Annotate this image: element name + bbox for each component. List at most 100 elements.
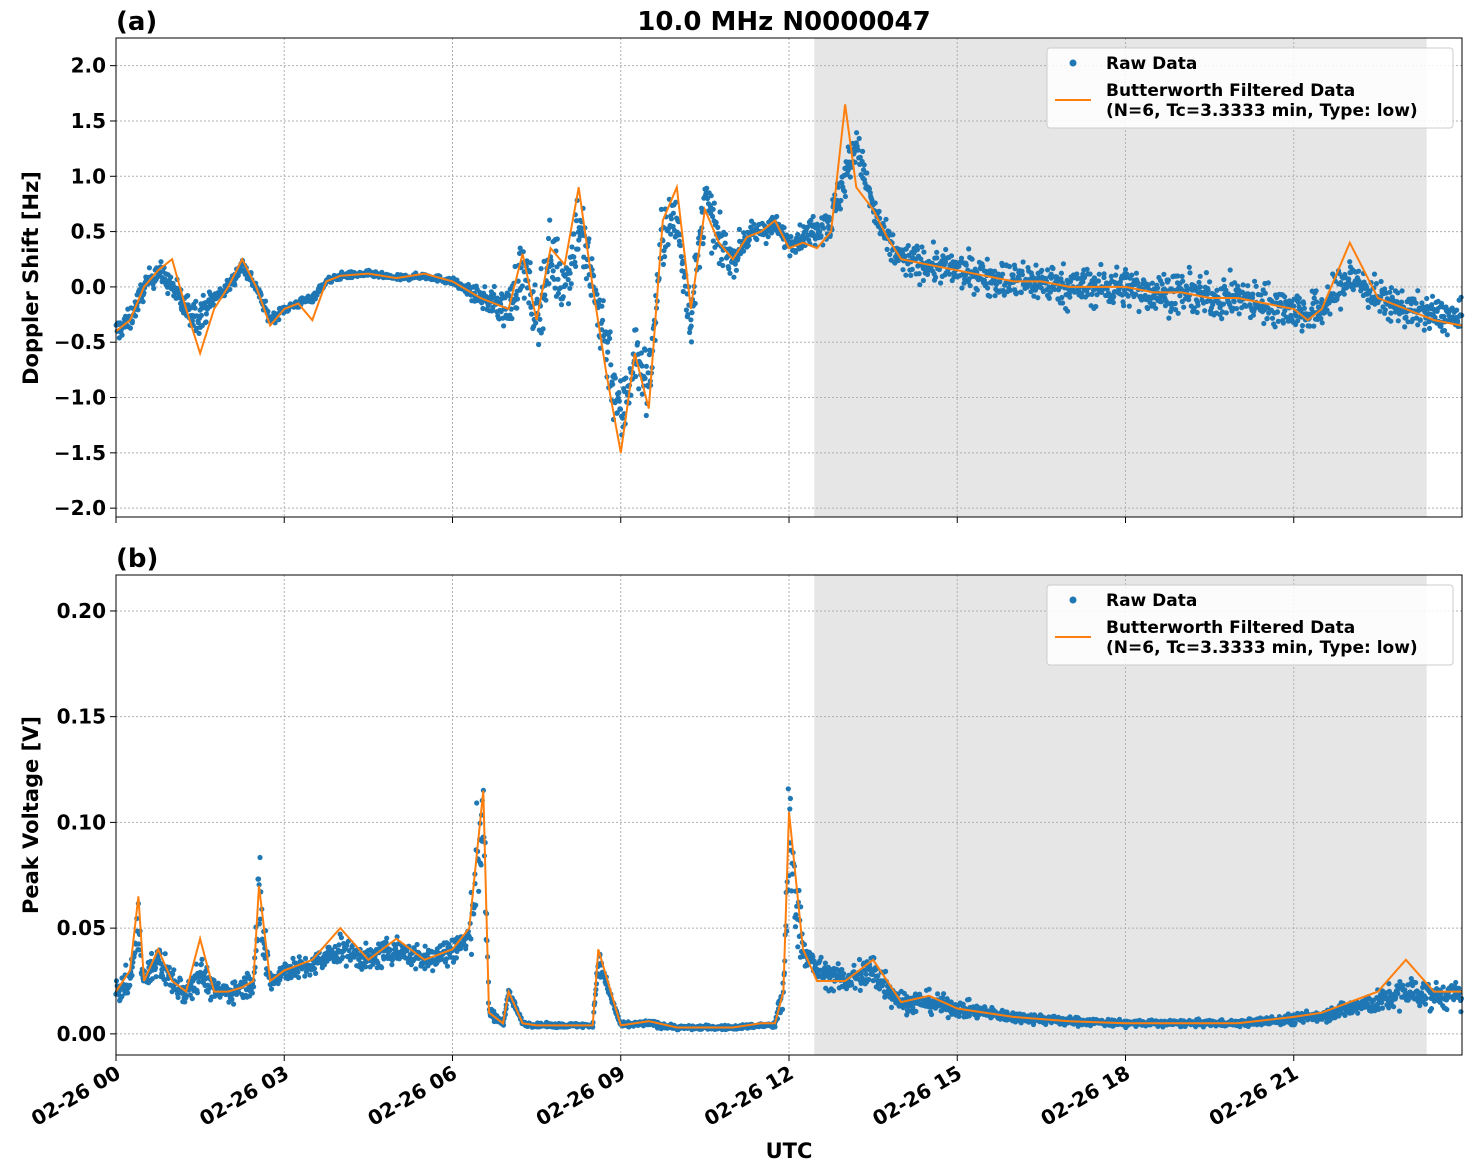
- raw-data-point: [163, 981, 169, 987]
- raw-data-point: [1108, 273, 1114, 279]
- raw-data-point: [1001, 292, 1007, 298]
- raw-data-point: [723, 231, 729, 237]
- raw-data-point: [1197, 284, 1203, 290]
- raw-data-point: [1282, 308, 1288, 314]
- raw-data-point: [1236, 311, 1242, 317]
- raw-data-point: [822, 960, 829, 966]
- y-tick-label: 0.5: [71, 220, 106, 244]
- raw-data-point: [668, 216, 675, 222]
- raw-data-point: [529, 311, 535, 317]
- raw-data-point: [620, 415, 626, 421]
- y-tick-label: 0.0: [71, 275, 106, 299]
- raw-data-point: [719, 256, 725, 262]
- raw-data-point: [643, 363, 650, 369]
- raw-data-point: [1272, 324, 1278, 330]
- raw-data-point: [792, 924, 799, 930]
- raw-data-point: [1018, 289, 1024, 296]
- raw-data-point: [565, 277, 571, 283]
- raw-data-point: [948, 253, 955, 259]
- raw-data-point: [1010, 272, 1016, 278]
- raw-data-point: [571, 231, 577, 237]
- raw-data-point: [678, 254, 685, 260]
- raw-data-point: [920, 277, 927, 284]
- panel-a-y-ticks: −2.0−1.5−1.0−0.50.00.51.01.52.0: [54, 54, 116, 520]
- raw-data-point: [983, 281, 989, 287]
- raw-data-point: [1311, 295, 1317, 301]
- raw-data-point: [710, 213, 716, 220]
- raw-data-point: [934, 249, 940, 255]
- raw-data-point: [491, 291, 497, 297]
- raw-data-point: [588, 292, 594, 298]
- raw-data-point: [171, 967, 177, 973]
- raw-data-point: [600, 298, 606, 304]
- raw-data-point: [700, 234, 707, 241]
- raw-data-point: [1121, 287, 1128, 294]
- raw-data-point: [1202, 308, 1208, 314]
- raw-data-point: [1126, 303, 1132, 309]
- raw-data-point: [1014, 290, 1020, 296]
- raw-data-point: [1449, 305, 1455, 311]
- raw-data-point: [1240, 282, 1246, 288]
- raw-data-point: [1399, 288, 1405, 294]
- raw-data-point: [1307, 323, 1313, 329]
- raw-data-point: [765, 234, 771, 240]
- raw-data-point: [913, 1008, 919, 1015]
- panel-a-legend-raw-marker: [1069, 59, 1077, 67]
- raw-data-point: [1135, 280, 1141, 286]
- raw-data-point: [468, 951, 475, 958]
- raw-data-point: [414, 941, 420, 948]
- y-tick-label: −1.5: [54, 441, 106, 465]
- raw-data-point: [1377, 308, 1383, 314]
- raw-data-point: [857, 987, 863, 994]
- raw-data-point: [934, 255, 940, 261]
- raw-data-point: [985, 285, 991, 291]
- raw-data-point: [821, 225, 827, 231]
- raw-data-point: [1325, 284, 1331, 290]
- raw-data-point: [916, 271, 922, 277]
- raw-data-point: [586, 236, 592, 242]
- raw-data-point: [1413, 300, 1419, 306]
- raw-data-point: [162, 276, 168, 282]
- raw-data-point: [845, 167, 851, 173]
- raw-data-point: [549, 262, 555, 268]
- raw-data-point: [715, 224, 721, 230]
- raw-data-point: [1125, 293, 1131, 299]
- raw-data-point: [689, 310, 695, 316]
- raw-data-point: [1296, 295, 1302, 301]
- raw-data-point: [1058, 270, 1064, 276]
- raw-data-point: [720, 262, 726, 269]
- raw-data-point: [1033, 262, 1039, 268]
- raw-data-point: [1223, 310, 1229, 316]
- raw-data-point: [966, 996, 972, 1003]
- raw-data-point: [192, 305, 198, 311]
- raw-data-point: [548, 257, 554, 263]
- raw-data-point: [1311, 323, 1317, 329]
- raw-data-point: [1371, 271, 1378, 277]
- raw-data-point: [555, 290, 562, 296]
- raw-data-point: [933, 274, 939, 280]
- raw-data-point: [943, 246, 949, 253]
- raw-data-point: [514, 305, 520, 311]
- raw-data-point: [1129, 272, 1135, 278]
- chart-title: 10.0 MHz N0000047: [637, 7, 930, 37]
- raw-data-point: [908, 272, 914, 278]
- raw-data-point: [914, 247, 921, 253]
- raw-data-point: [199, 956, 205, 963]
- raw-data-point: [851, 962, 857, 968]
- raw-data-point: [795, 944, 801, 950]
- raw-data-point: [517, 245, 523, 251]
- raw-data-point: [1338, 306, 1344, 312]
- raw-data-point: [140, 299, 146, 305]
- raw-data-point: [1180, 278, 1186, 284]
- raw-data-point: [571, 254, 577, 260]
- raw-data-point: [971, 291, 977, 297]
- raw-data-point: [1301, 301, 1307, 307]
- raw-data-point: [646, 352, 653, 358]
- raw-data-point: [521, 295, 527, 301]
- raw-data-point: [1081, 274, 1088, 281]
- raw-data-point: [1293, 313, 1299, 319]
- raw-data-point: [987, 293, 993, 299]
- raw-data-point: [633, 327, 639, 333]
- raw-data-point: [639, 391, 645, 397]
- raw-data-point: [946, 271, 953, 277]
